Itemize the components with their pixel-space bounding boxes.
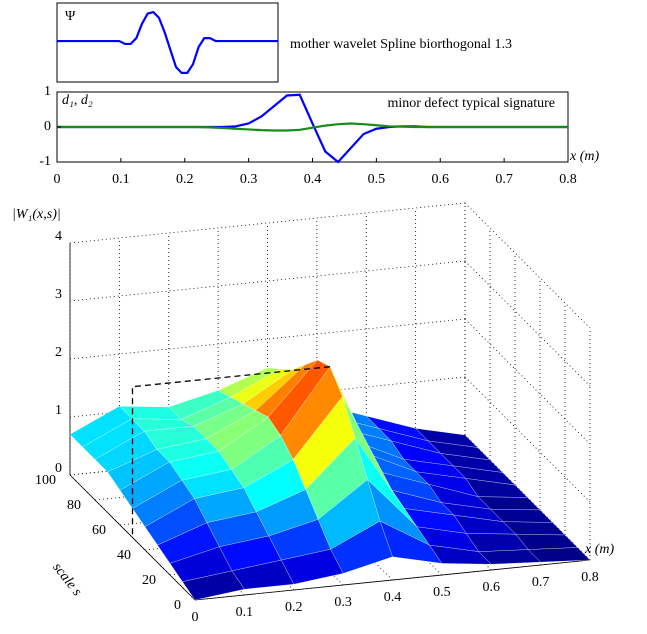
x-tick-label: 0	[54, 172, 61, 187]
series-line	[57, 122, 568, 132]
s-tick-label: 80	[67, 498, 81, 513]
x-tick-label: 0.6	[483, 580, 501, 595]
x-tick-label: 0.4	[304, 172, 322, 187]
x-tick-label: 0.1	[112, 172, 130, 187]
x-axis	[194, 559, 591, 601]
grid-line	[464, 376, 591, 503]
x-tick-label: 0.7	[495, 172, 513, 187]
z-tick-label: 1	[55, 403, 62, 418]
x-tick-label: 0.1	[236, 605, 254, 620]
x-tick-label: 0.5	[433, 585, 451, 600]
y-tick-label: -1	[39, 154, 51, 169]
z-tick-label: 0	[55, 461, 62, 476]
s-tick-label: 20	[142, 573, 156, 588]
s-tick-label: 100	[35, 473, 56, 488]
x-tick-label: 0.7	[532, 575, 550, 590]
x-tick-label: 0.3	[334, 595, 352, 610]
grid-line	[464, 260, 591, 387]
x-axis-label: x (m)	[569, 149, 599, 164]
annotation: mother wavelet Spline biorthogonal 1.3	[290, 37, 512, 52]
z-tick-label: 2	[55, 345, 62, 360]
s-axis-label: scale s	[49, 560, 84, 599]
x-tick-label: 0.5	[368, 172, 386, 187]
z-tick-label: 3	[55, 287, 62, 302]
y-tick-label: 1	[44, 84, 51, 99]
grid-line	[464, 202, 591, 329]
x-axis-label: x (m)	[584, 542, 614, 557]
x-tick-label: 0.3	[240, 172, 258, 187]
x-tick-label: 0.2	[176, 172, 194, 187]
x-tick-label: 0.8	[559, 172, 577, 187]
s-tick-label: 60	[92, 523, 106, 538]
surface-patch	[182, 570, 245, 601]
y-tick-label: 0	[44, 119, 51, 134]
x-tick-label: 0.2	[285, 600, 303, 615]
grid-line	[464, 318, 591, 445]
z-axis-label: |W₁(x,s)|	[12, 207, 61, 222]
x-tick-label: 0	[192, 610, 199, 625]
y-axis-label: d₁, d₂	[62, 93, 93, 108]
x-tick-label: 0.6	[432, 172, 450, 187]
plot-frame	[56, 2, 279, 83]
x-tick-label: 0.8	[581, 570, 599, 585]
s-tick-label: 0	[174, 598, 181, 613]
x-tick-label: 0.4	[384, 590, 402, 605]
s-axis	[69, 474, 196, 601]
series-line	[57, 10, 278, 74]
z-tick-label: 4	[55, 229, 62, 244]
panel-label: Ψ	[65, 9, 76, 24]
annotation: minor defect typical signature	[387, 96, 555, 111]
s-tick-label: 40	[117, 548, 131, 563]
